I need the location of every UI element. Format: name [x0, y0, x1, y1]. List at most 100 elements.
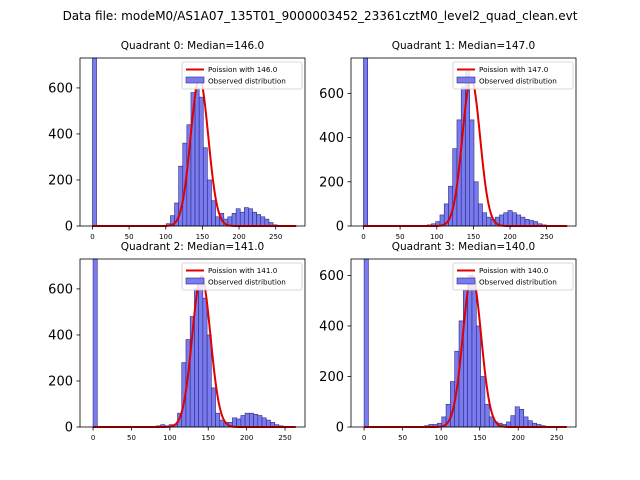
y-tick-label: 400 — [48, 127, 73, 142]
histogram-bar — [231, 213, 237, 227]
histogram-bar — [516, 214, 522, 227]
histogram-bar — [236, 418, 242, 428]
x-tick-label: 200 — [240, 434, 253, 442]
y-tick-label: 200 — [48, 374, 73, 389]
x-tick-label: 250 — [269, 233, 282, 241]
histogram-bar — [219, 419, 225, 428]
histogram-bar — [510, 415, 516, 428]
histogram-bar — [519, 409, 525, 428]
x-tick-label: 100 — [430, 233, 443, 241]
histogram-bar — [211, 387, 216, 428]
x-tick-label: 50 — [127, 434, 136, 442]
x-tick-label: 0 — [91, 434, 95, 442]
x-tick-label: 250 — [550, 434, 563, 442]
legend-label-poisson: Poission with 140.0 — [479, 266, 549, 275]
legend-label-observed: Observed distribution — [208, 77, 286, 86]
axes-frame — [79, 258, 306, 428]
x-tick-label: 200 — [503, 233, 516, 241]
y-tick-label: 200 — [48, 173, 73, 188]
y-tick-label: 200 — [319, 370, 344, 385]
x-tick-label: 100 — [159, 233, 172, 241]
histogram-bar — [202, 147, 208, 227]
histogram-bar — [235, 208, 241, 227]
histogram-bar — [511, 212, 517, 227]
legend-box — [181, 61, 303, 90]
histogram-bar — [471, 280, 477, 428]
histogram-bar — [520, 216, 526, 227]
histogram-bar — [503, 212, 509, 227]
histogram-bar — [198, 279, 204, 428]
histogram-bar — [256, 214, 262, 227]
histogram-bar — [206, 334, 212, 428]
y-tick-label: 200 — [319, 175, 344, 190]
x-tick-label: 150 — [473, 434, 486, 442]
y-tick-label: 600 — [48, 282, 73, 297]
axes-frame — [350, 258, 577, 428]
histogram-bar — [239, 211, 245, 227]
histogram-bar — [523, 416, 529, 428]
histogram-bar — [473, 181, 479, 227]
x-tick-label: 150 — [467, 233, 480, 241]
histogram-bar — [215, 412, 221, 428]
panel-title: Quadrant 0: Median=146.0 — [121, 40, 264, 52]
x-tick-label: 0 — [362, 434, 366, 442]
legend-box — [452, 61, 574, 90]
y-tick-label: 400 — [48, 328, 73, 343]
legend-label-poisson: Poission with 147.0 — [479, 65, 549, 74]
histogram-bar — [486, 216, 492, 227]
x-tick-label: 50 — [125, 233, 134, 241]
histogram-bar — [260, 216, 266, 227]
axes-frame — [79, 57, 306, 227]
x-tick-label: 250 — [278, 434, 291, 442]
y-tick-label: 400 — [319, 131, 344, 146]
legend-bar-swatch — [185, 277, 205, 285]
y-tick-label: 0 — [65, 421, 73, 436]
x-tick-label: 50 — [398, 434, 407, 442]
histogram-bar — [252, 211, 257, 227]
histogram-bar — [253, 414, 259, 428]
figure-suptitle: Data file: modeM0/AS1A07_135T01_90000034… — [63, 9, 578, 23]
histogram-bar — [244, 207, 249, 227]
legend-bar-swatch — [456, 277, 476, 285]
histogram-bar — [363, 258, 369, 428]
legend-label-observed: Observed distribution — [208, 278, 286, 287]
histogram-bar — [477, 203, 483, 227]
histogram-bar — [211, 200, 216, 227]
x-tick-label: 0 — [361, 233, 365, 241]
legend: Poission with 140.0 Observed distribution — [452, 262, 574, 291]
x-tick-label: 150 — [196, 233, 209, 241]
histogram-bar — [202, 297, 208, 428]
histogram-bar — [92, 258, 98, 428]
panel-quadrant-3: 0 50 100 150 200 250 0 200 400 600 Quadrant 3: Med… — [319, 241, 577, 442]
legend-bar-swatch — [456, 76, 476, 84]
legend-box — [181, 262, 303, 291]
histogram-bar — [232, 417, 237, 428]
panel-quadrant-0: 0 50 100 150 200 250 0 200 400 600 Quadrant 0: Med… — [48, 40, 306, 241]
legend-label-poisson: Poission with 141.0 — [208, 266, 278, 275]
legend: Poission with 147.0 Observed distribution — [452, 61, 574, 90]
histogram-bar — [248, 208, 253, 227]
legend-bar-swatch — [185, 76, 205, 84]
histogram-bar — [482, 212, 488, 227]
axes-frame — [350, 57, 577, 227]
histogram-bar — [514, 406, 520, 428]
histogram-bar — [198, 96, 204, 227]
histogram-bar — [261, 417, 267, 428]
histogram-bar — [264, 218, 270, 227]
histogram-bar — [507, 210, 513, 227]
legend-label-poisson: Poission with 146.0 — [208, 65, 278, 74]
panel-quadrant-1: 0 50 100 150 200 250 0 200 400 600 Quadrant 1: Med… — [319, 40, 577, 241]
x-tick-label: 50 — [396, 233, 405, 241]
panel-quadrant-2: 0 50 100 150 200 250 0 200 400 600 Quadrant 2: Med… — [48, 241, 306, 442]
legend-label-observed: Observed distribution — [479, 77, 557, 86]
histogram-bar — [484, 403, 490, 428]
x-tick-label: 100 — [163, 434, 176, 442]
histogram-bar — [469, 119, 475, 227]
histogram-bar — [215, 216, 220, 227]
y-tick-label: 600 — [48, 81, 73, 96]
histogram-bar — [249, 412, 254, 428]
x-tick-label: 0 — [90, 233, 94, 241]
y-tick-label: 600 — [319, 87, 344, 102]
panel-title: Quadrant 3: Median=140.0 — [392, 241, 535, 253]
